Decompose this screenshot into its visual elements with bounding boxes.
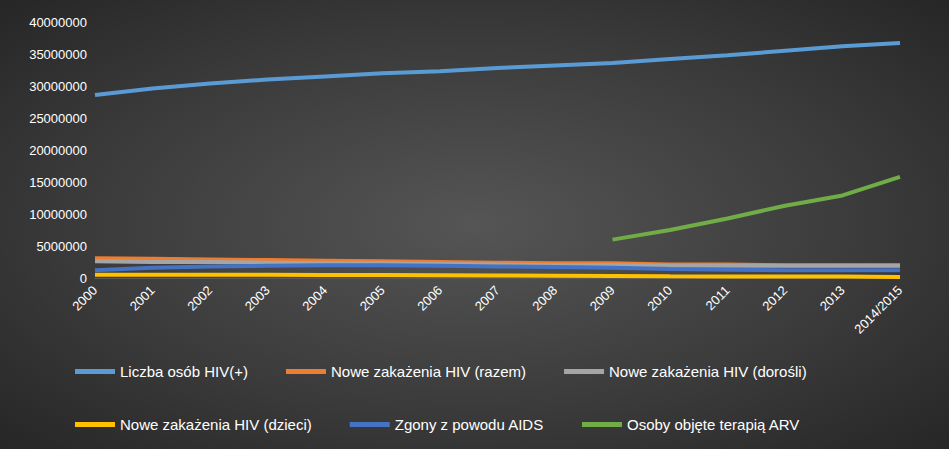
svg-text:Nowe zakażenia HIV (dorośli): Nowe zakażenia HIV (dorośli) (609, 363, 807, 380)
svg-text:2014/2015: 2014/2015 (851, 283, 905, 337)
svg-text:2001: 2001 (127, 283, 158, 314)
svg-text:Zgony z powodu AIDS: Zgony z powodu AIDS (395, 416, 543, 433)
svg-text:2008: 2008 (529, 283, 560, 314)
svg-text:30000000: 30000000 (29, 79, 87, 94)
svg-text:25000000: 25000000 (29, 111, 87, 126)
svg-text:2011: 2011 (702, 283, 732, 313)
svg-text:2005: 2005 (357, 283, 388, 314)
svg-text:10000000: 10000000 (29, 207, 87, 222)
svg-text:15000000: 15000000 (29, 175, 87, 190)
svg-text:Osoby objęte terapią ARV: Osoby objęte terapią ARV (627, 416, 799, 433)
svg-text:Nowe zakażenia HIV (razem): Nowe zakażenia HIV (razem) (331, 363, 526, 380)
svg-text:2002: 2002 (184, 283, 215, 314)
svg-text:2007: 2007 (472, 283, 503, 314)
svg-text:35000000: 35000000 (29, 47, 87, 62)
svg-text:0: 0 (80, 271, 87, 286)
svg-text:40000000: 40000000 (29, 15, 87, 30)
svg-text:Nowe zakażenia HIV (dzieci): Nowe zakażenia HIV (dzieci) (120, 416, 312, 433)
svg-text:5000000: 5000000 (36, 239, 87, 254)
svg-text:2006: 2006 (414, 283, 445, 314)
svg-text:2000: 2000 (69, 283, 100, 314)
svg-text:2013: 2013 (817, 283, 848, 314)
svg-text:2010: 2010 (644, 283, 675, 314)
svg-text:2003: 2003 (242, 283, 273, 314)
svg-text:2012: 2012 (759, 283, 790, 314)
svg-text:2004: 2004 (299, 283, 330, 314)
svg-text:Liczba osób HIV(+): Liczba osób HIV(+) (120, 363, 248, 380)
svg-text:2009: 2009 (587, 283, 618, 314)
svg-text:20000000: 20000000 (29, 143, 87, 158)
